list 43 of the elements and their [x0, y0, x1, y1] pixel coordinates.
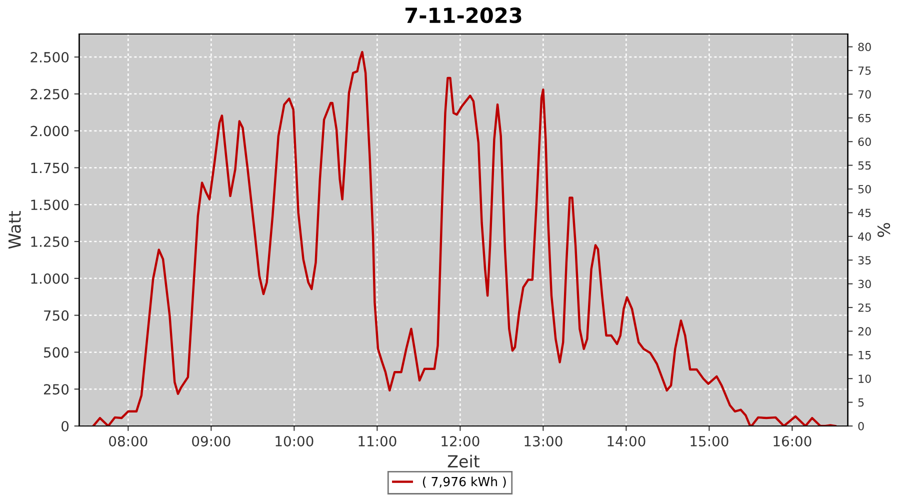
x-tick-label: 15:00 — [690, 436, 728, 446]
y2-tick-label: 30 — [858, 280, 871, 288]
y2-tick-label: 75 — [858, 66, 871, 75]
y2-tick-label: 10 — [858, 374, 871, 383]
x-tick-label: 14:00 — [608, 436, 646, 446]
y2-tick-label: 55 — [858, 161, 871, 170]
y2-tick-label: 40 — [858, 232, 871, 241]
y2-tick-label: 20 — [858, 327, 871, 336]
y2-tick-label: 25 — [858, 303, 871, 312]
x-tick-label: 08:00 — [109, 436, 148, 446]
y2-tick-label: 45 — [858, 208, 871, 218]
x-tick-label: 12:00 — [442, 436, 480, 446]
x-tick-label: 10:00 — [276, 436, 314, 446]
y-tick-label: 2.500 — [30, 52, 69, 62]
y2-tick-label: 35 — [858, 256, 871, 264]
x-tick-label: 16:00 — [774, 436, 812, 446]
y2-tick-label: 50 — [858, 184, 871, 194]
y-tick-label: 1.500 — [31, 200, 69, 210]
chart-title: 7-11-2023 — [406, 7, 522, 24]
y-tick-label: 250 — [44, 384, 69, 395]
y-tick-label: 1.750 — [31, 162, 69, 174]
legend-label: ( 7,976 kWh ) — [422, 476, 506, 488]
y-axis-title: Watt — [8, 211, 21, 249]
line-series — [92, 50, 836, 426]
y-tick-label: 0 — [62, 420, 69, 432]
x-axis-title: Zeit — [448, 454, 480, 468]
x-tick-label: 09:00 — [192, 436, 230, 446]
y-tick-label: 750 — [44, 310, 69, 321]
y2-tick-label: 70 — [858, 90, 871, 99]
y2-tick-label: 65 — [858, 114, 871, 122]
y2-tick-label: 0 — [858, 422, 864, 430]
y2-tick-label: 5 — [858, 398, 864, 407]
y-tick-label: 2.000 — [30, 126, 69, 136]
x-tick-label: 11:00 — [358, 436, 396, 446]
y2-tick-label: 15 — [858, 351, 871, 360]
y-tick-label: 1.250 — [31, 236, 69, 247]
y2-tick-label: 60 — [858, 138, 871, 146]
y-tick-label: 500 — [44, 347, 69, 358]
y-tick-label: 2.250 — [30, 88, 69, 100]
x-tick-label: 13:00 — [524, 436, 562, 446]
y2-axis-title: % — [878, 223, 890, 237]
y-tick-label: 1.000 — [31, 273, 69, 284]
y2-tick-label: 80 — [858, 42, 871, 52]
